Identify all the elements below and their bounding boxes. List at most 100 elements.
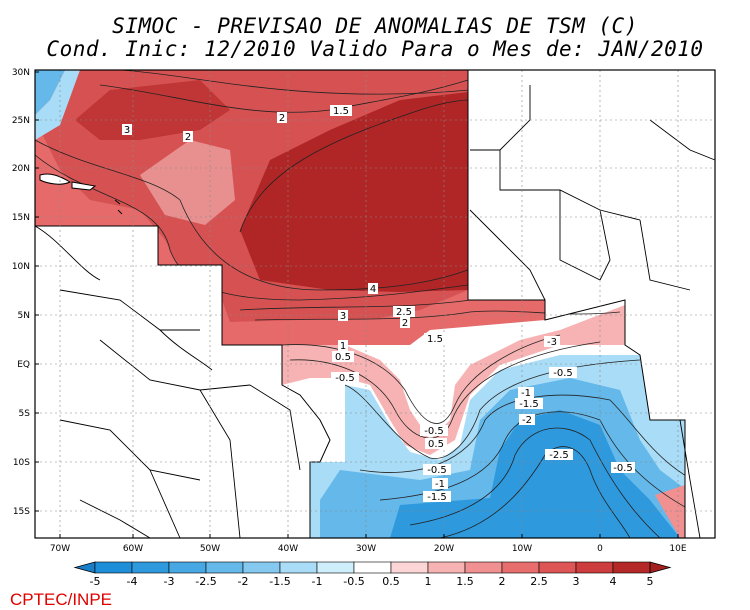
svg-text:-0.5: -0.5 bbox=[613, 463, 633, 474]
colorbar-arrow-right bbox=[649, 561, 672, 574]
land-mass bbox=[34, 69, 716, 539]
contour-label: 1.5 bbox=[424, 333, 446, 345]
lon-label: 40W bbox=[278, 544, 298, 554]
colorbar-label: 0.5 bbox=[382, 575, 400, 588]
colorbar-swatch bbox=[390, 561, 429, 574]
lat-label: 25N bbox=[12, 116, 30, 126]
svg-text:-0.5: -0.5 bbox=[424, 426, 444, 437]
lon-label: 0 bbox=[597, 544, 603, 554]
svg-text:-1.5: -1.5 bbox=[427, 492, 447, 503]
svg-text:-2: -2 bbox=[522, 415, 532, 426]
colorbar-label: -3 bbox=[164, 575, 175, 588]
colorbar-swatch bbox=[612, 561, 651, 574]
south-america bbox=[34, 225, 331, 539]
colorbar-label: 5 bbox=[647, 575, 654, 588]
svg-text:0.5: 0.5 bbox=[335, 352, 351, 363]
contour-label: 4 bbox=[368, 283, 378, 295]
lat-label: 10N bbox=[12, 262, 30, 272]
map-frame bbox=[34, 69, 716, 539]
contour-label: -1 bbox=[518, 387, 534, 399]
svg-text:-0.5: -0.5 bbox=[427, 465, 447, 476]
colorbar-label: -0.5 bbox=[343, 575, 364, 588]
svg-text:2.5: 2.5 bbox=[396, 307, 412, 318]
colorbar-label: 3 bbox=[573, 575, 580, 588]
cold-corner-2 bbox=[35, 70, 80, 140]
map-subtitle: Cond. Inic: 12/2010 Valido Para o Mes de… bbox=[46, 37, 704, 61]
colorbar-label: 2 bbox=[499, 575, 506, 588]
lat-label: 10S bbox=[13, 458, 30, 468]
warm-core bbox=[240, 92, 468, 292]
colorbar-swatch bbox=[316, 561, 355, 574]
svg-text:4: 4 bbox=[370, 284, 376, 295]
svg-text:-0.5: -0.5 bbox=[335, 373, 355, 384]
colorbar-swatch bbox=[464, 561, 503, 574]
cold-region-3 bbox=[390, 410, 680, 538]
contour-label: 1 bbox=[338, 340, 348, 352]
latitude-axis: 30N 25N 20N 15N 10N 5N EQ 5S 10S 15S bbox=[12, 68, 39, 517]
svg-text:1.5: 1.5 bbox=[427, 334, 443, 345]
svg-text:-1: -1 bbox=[521, 388, 531, 399]
colorbar-swatch bbox=[168, 561, 207, 574]
colorbar-label: -4 bbox=[127, 575, 138, 588]
contour-label: 2 bbox=[400, 317, 410, 329]
svg-text:-0.5: -0.5 bbox=[553, 368, 573, 379]
svg-text:-2.5: -2.5 bbox=[549, 450, 569, 461]
lat-label: EQ bbox=[17, 360, 30, 370]
svg-text:2: 2 bbox=[185, 132, 191, 143]
lon-label: 20W bbox=[434, 544, 454, 554]
contour-label: -0.5 bbox=[611, 462, 635, 474]
contour-label: 2 bbox=[183, 131, 193, 143]
contour-label: -1.5 bbox=[423, 491, 451, 503]
cold-corner bbox=[35, 70, 65, 115]
svg-text:2: 2 bbox=[402, 318, 408, 329]
svg-text:-1: -1 bbox=[435, 479, 445, 490]
colorbar-swatch bbox=[353, 561, 392, 574]
colorbar-swatch bbox=[94, 561, 133, 574]
svg-text:1: 1 bbox=[340, 341, 346, 352]
colorbar-swatch bbox=[538, 561, 577, 574]
colorbar-label: 1 bbox=[425, 575, 432, 588]
contour-label: -1 bbox=[432, 478, 448, 490]
lon-label: 10W bbox=[512, 544, 532, 554]
svg-text:3: 3 bbox=[340, 311, 346, 322]
colorbar-swatch bbox=[242, 561, 281, 574]
colorbar-label: -2 bbox=[238, 575, 249, 588]
colorbar-swatch bbox=[205, 561, 244, 574]
colorbar-swatch bbox=[427, 561, 466, 574]
contour-label: 2.5 bbox=[393, 306, 415, 318]
warm-core-2 bbox=[75, 80, 230, 140]
colorbar-label: -1.5 bbox=[269, 575, 290, 588]
colorbar: -5 -4 -3 -2.5 -2 -1.5 -1 -0.5 0.5 1 1.5 2 2.5 3 4 5 bbox=[73, 561, 672, 588]
contour-label: -1.5 bbox=[515, 398, 543, 410]
contour-label: -2.5 bbox=[545, 449, 573, 461]
lon-label: 60W bbox=[123, 544, 143, 554]
lon-label: 70W bbox=[50, 544, 70, 554]
cptec-inpe-credit: CPTEC/INPE bbox=[10, 590, 113, 609]
contour-label: 2 bbox=[277, 112, 287, 124]
colorbar-swatch bbox=[279, 561, 318, 574]
colorbar-swatch bbox=[575, 561, 614, 574]
lat-label: 15S bbox=[13, 507, 30, 517]
contour-label: -3 bbox=[544, 336, 560, 348]
contour-label: -0.5 bbox=[423, 464, 451, 476]
lat-label: 30N bbox=[12, 68, 30, 78]
grid bbox=[35, 70, 715, 538]
svg-text:3: 3 bbox=[124, 125, 130, 136]
lon-label: 30W bbox=[356, 544, 376, 554]
caribbean-islands bbox=[39, 173, 123, 215]
warm-region-3 bbox=[140, 140, 235, 225]
contour-label: 3 bbox=[122, 124, 132, 136]
svg-text:2: 2 bbox=[279, 113, 285, 124]
lat-label: 20N bbox=[12, 164, 30, 174]
svg-text:-3: -3 bbox=[547, 337, 557, 348]
colorbar-label: -1 bbox=[312, 575, 323, 588]
contour-label: 0.5 bbox=[332, 351, 354, 363]
contour-label: -0.5 bbox=[420, 425, 448, 437]
contour-label: 0.5 bbox=[425, 438, 447, 450]
country-borders bbox=[34, 85, 716, 539]
colorbar-label: 1.5 bbox=[456, 575, 474, 588]
colorbar-swatch bbox=[131, 561, 170, 574]
svg-text:0.5: 0.5 bbox=[428, 439, 444, 450]
